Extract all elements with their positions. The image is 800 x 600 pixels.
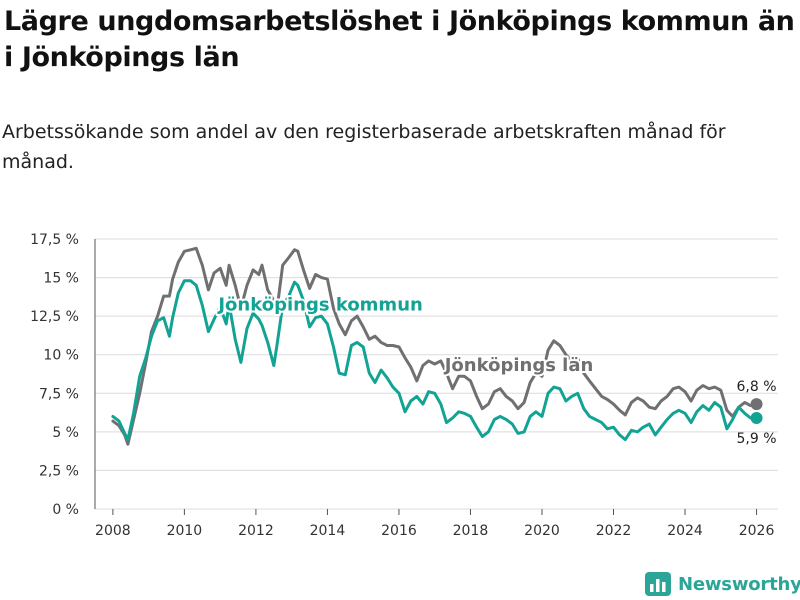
endpoint-marker-lan (750, 398, 763, 411)
y-tick-label: 2,5 % (39, 463, 79, 479)
y-tick-label: 5 % (52, 425, 79, 441)
series-label-kommun: Jönköpings kommun (216, 295, 422, 316)
gridlines (95, 238, 778, 510)
series-line-kommun (111, 279, 758, 442)
x-tick-label: 2012 (238, 523, 274, 539)
x-tick-label: 2014 (310, 523, 346, 539)
x-tick-label: 2024 (667, 523, 703, 539)
x-tick-label: 2022 (596, 523, 632, 539)
x-tick-label: 2026 (739, 523, 775, 539)
y-tick-label: 7,5 % (39, 386, 79, 402)
endpoint-marker-kommun (750, 411, 763, 424)
brand-logo[interactable]: Newsworthy (644, 568, 800, 600)
y-tick-label: 0 % (52, 502, 79, 518)
chart-subtitle: Arbetssökande som andel av den registerb… (2, 121, 726, 173)
series-lines (111, 246, 763, 446)
end-value-label-lan: 6,8 % (737, 379, 777, 395)
bar-chart-logo-icon (645, 572, 671, 596)
x-tick-label: 2010 (167, 523, 203, 539)
brand-name: Newsworthy (678, 573, 800, 595)
axes: 0 % 2,5 % 5 % 7,5 % 10 % 12,5 % 15 % 17,5 % 2008… (30, 232, 774, 539)
x-tick-label: 2020 (524, 523, 560, 539)
y-tick-label: 15 % (43, 271, 79, 287)
series-line-lan (111, 246, 758, 446)
end-value-label-kommun: 5,9 % (737, 431, 777, 447)
x-tick-label: 2018 (453, 523, 489, 539)
series-label-lan: Jönköpings län (443, 355, 594, 376)
y-tick-label: 10 % (43, 348, 79, 364)
chart-title: Lägre ungdomsarbetslöshet i Jönköpings k… (4, 6, 795, 73)
y-tick-label: 17,5 % (30, 232, 79, 248)
x-tick-label: 2008 (95, 523, 131, 539)
series-labels: Jönköpings län Jönköpings kommun 6,8 % 5,9 … (214, 293, 777, 447)
x-tick-label: 2016 (381, 523, 417, 539)
y-tick-label: 12,5 % (30, 309, 79, 325)
